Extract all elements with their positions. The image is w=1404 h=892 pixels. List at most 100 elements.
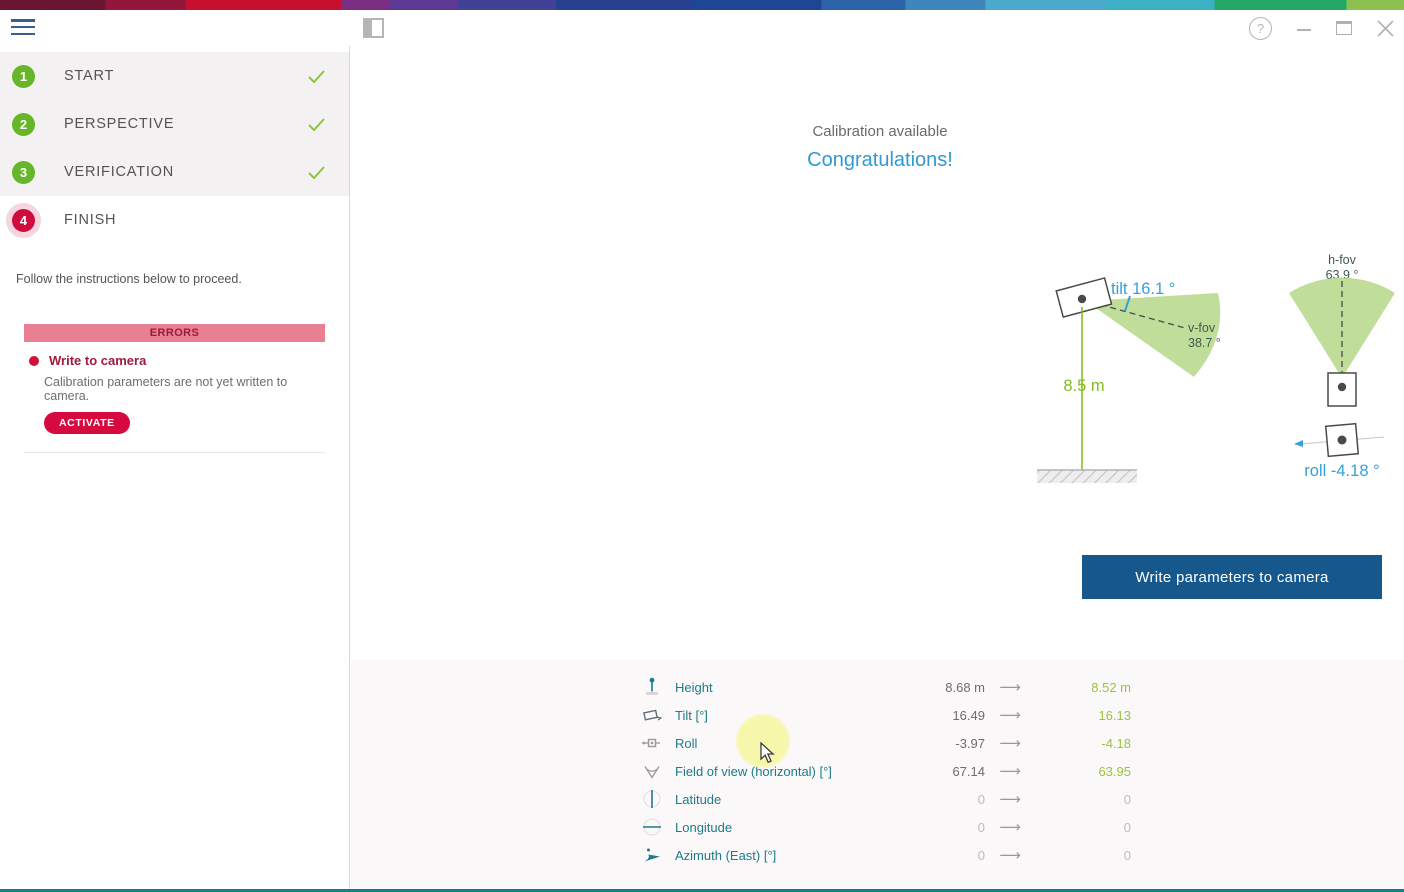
help-icon[interactable]: ? <box>1249 16 1272 40</box>
step-label: VERIFICATION <box>64 164 175 180</box>
header-bar: ? <box>0 10 1404 46</box>
height-icon <box>642 677 666 697</box>
results-panel: Height 8.68 m ⟶ 8.52 m Tilt [°] 16.49 ⟶ … <box>351 660 1404 889</box>
vfov-label: v-fov <box>1188 321 1216 335</box>
longitude-icon <box>642 817 666 837</box>
calibration-diagram: tilt 16.1 ° v-fov 38.7 ° 8.5 m h-fov 63.… <box>1037 253 1395 483</box>
step-number-badge: 2 <box>12 112 35 136</box>
latitude-icon <box>642 789 666 809</box>
sidebar-step-finish[interactable]: 4 FINISH <box>0 196 349 244</box>
hamburger-menu-icon[interactable] <box>11 19 35 36</box>
main-content: Calibration available Congratulations! t… <box>351 46 1404 660</box>
height-label: 8.5 m <box>1063 377 1104 395</box>
status-text: Calibration available <box>812 123 948 140</box>
tilt-label: tilt 16.1 ° <box>1111 280 1175 298</box>
side-view-camera-dot <box>1077 294 1087 304</box>
wizard-sidebar: 1 START 2 PERSPECTIVE 3 VERIFICATION 4 F… <box>0 46 350 889</box>
close-icon[interactable] <box>1377 19 1394 37</box>
arrow-right-icon: ⟶ <box>999 678 1021 696</box>
step-label: FINISH <box>64 212 117 228</box>
parameter-label: Roll <box>675 735 698 751</box>
step-label: PERSPECTIVE <box>64 116 175 132</box>
arrow-right-icon: ⟶ <box>999 762 1021 780</box>
step-label: START <box>64 68 115 84</box>
parameter-row: Latitude 0 ⟶ 0 <box>642 785 1131 813</box>
parameter-current-value: 16.49 <box>952 707 985 723</box>
errors-banner: ERRORS <box>24 324 325 342</box>
parameter-new-value: 63.95 <box>1098 763 1131 779</box>
hfov-cone <box>1289 277 1395 378</box>
parameter-label: Latitude <box>675 791 722 807</box>
step-check-icon <box>308 165 325 179</box>
arrow-right-icon: ⟶ <box>999 818 1021 836</box>
parameter-current-value: 0 <box>977 819 985 835</box>
arrow-right-icon: ⟶ <box>999 846 1021 864</box>
step-number-badge: 3 <box>12 160 35 184</box>
error-description: Calibration parameters are not yet writt… <box>44 375 288 403</box>
roll-axis-arrowhead <box>1294 440 1303 447</box>
parameters-table: Height 8.68 m ⟶ 8.52 m Tilt [°] 16.49 ⟶ … <box>642 673 1131 869</box>
parameter-label: Field of view (horizontal) [°] <box>675 763 832 779</box>
parameter-new-value: 16.13 <box>1098 707 1131 723</box>
step-check-icon <box>308 69 325 83</box>
parameter-new-value: -4.18 <box>1101 735 1131 751</box>
parameter-row: Tilt [°] 16.49 ⟶ 16.13 <box>642 701 1131 729</box>
roll-label: roll -4.18 ° <box>1304 462 1379 480</box>
parameter-current-value: 67.14 <box>952 763 985 779</box>
arrow-right-icon: ⟶ <box>999 790 1021 808</box>
top-view-camera <box>1327 372 1357 407</box>
error-bullet-icon <box>29 355 39 366</box>
step-check-icon <box>308 117 325 131</box>
parameter-row: Height 8.68 m ⟶ 8.52 m <box>642 673 1131 701</box>
arrow-right-icon: ⟶ <box>999 706 1021 724</box>
window-controls: ? <box>1249 13 1394 43</box>
parameter-current-value: -3.97 <box>955 735 985 751</box>
parameter-new-value: 8.52 m <box>1091 679 1131 695</box>
brand-supergraphic-stripe <box>0 0 1404 10</box>
tilt-icon <box>642 705 666 725</box>
arrow-right-icon: ⟶ <box>999 734 1021 752</box>
azimuth-icon <box>642 845 666 865</box>
sidebar-step-start[interactable]: 1 START <box>0 52 349 100</box>
parameter-label: Tilt [°] <box>675 707 708 723</box>
parameter-label: Azimuth (East) [°] <box>675 847 777 863</box>
hfov-label: h-fov <box>1328 253 1357 267</box>
activate-button[interactable]: ACTIVATE <box>44 412 130 434</box>
parameter-row: Field of view (horizontal) [°] 67.14 ⟶ 6… <box>642 757 1131 785</box>
parameter-label: Longitude <box>675 819 733 835</box>
sidebar-step-perspective[interactable]: 2 PERSPECTIVE <box>0 100 349 148</box>
parameter-current-value: 8.68 m <box>945 679 985 695</box>
mouse-cursor <box>760 742 775 764</box>
wizard-step-list: 1 START 2 PERSPECTIVE 3 VERIFICATION 4 F… <box>0 52 349 244</box>
roll-camera-dot <box>1337 435 1347 445</box>
bottom-accent-bar <box>0 889 1404 892</box>
step-number-badge: 1 <box>12 64 35 88</box>
minimize-icon[interactable] <box>1297 29 1311 31</box>
parameter-new-value: 0 <box>1123 791 1131 807</box>
click-highlight <box>736 714 790 768</box>
errors-panel: ERRORS Write to camera Calibration param… <box>24 324 325 453</box>
parameter-row: Azimuth (East) [°] 0 ⟶ 0 <box>642 841 1131 869</box>
maximize-icon[interactable] <box>1336 21 1352 35</box>
top-view-camera-dot <box>1337 382 1347 392</box>
step-number-badge: 4 <box>12 208 35 232</box>
error-item: Write to camera Calibration parameters a… <box>24 353 325 434</box>
sidebar-instruction-text: Follow the instructions below to proceed… <box>16 272 242 286</box>
vfov-cone <box>1086 293 1221 377</box>
ground-hatch <box>1037 470 1137 483</box>
roll-icon <box>642 733 666 753</box>
parameter-new-value: 0 <box>1123 819 1131 835</box>
tilt-angle-tick <box>1124 295 1131 312</box>
sidebar-toggle-icon[interactable] <box>363 18 384 38</box>
parameter-current-value: 0 <box>977 791 985 807</box>
tilt-axis-dashed-line <box>1090 301 1186 329</box>
parameter-row: Longitude 0 ⟶ 0 <box>642 813 1131 841</box>
sidebar-step-verification[interactable]: 3 VERIFICATION <box>0 148 349 196</box>
parameter-row: Roll -3.97 ⟶ -4.18 <box>642 729 1131 757</box>
parameter-current-value: 0 <box>977 847 985 863</box>
vfov-value: 38.7 ° <box>1188 336 1221 350</box>
write-parameters-button[interactable]: Write parameters to camera <box>1082 555 1382 599</box>
congratulations-headline: Congratulations! <box>807 149 953 171</box>
parameter-new-value: 0 <box>1123 847 1131 863</box>
